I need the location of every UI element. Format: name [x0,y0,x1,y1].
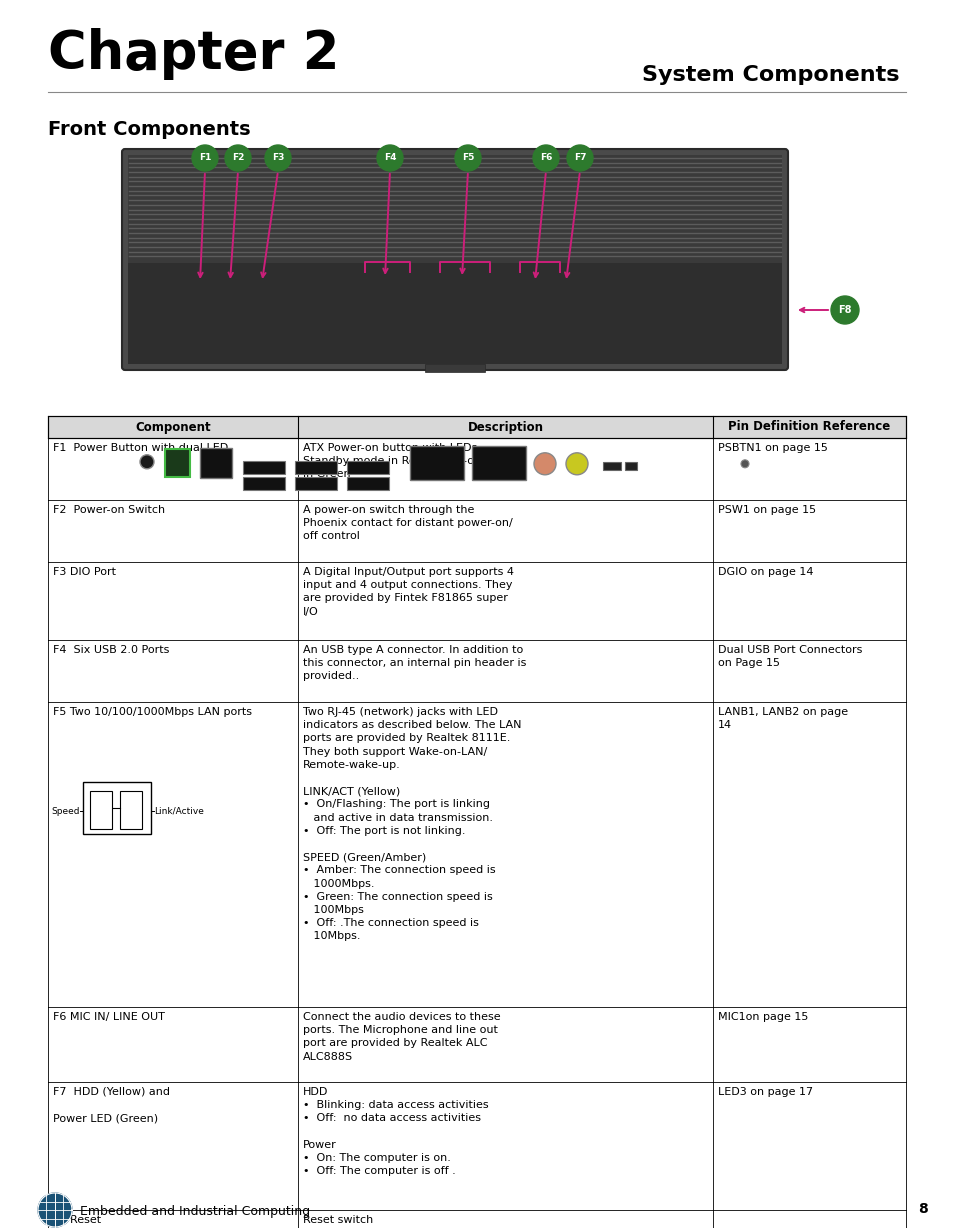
Text: PSBTN1 on page 15: PSBTN1 on page 15 [718,443,827,453]
Bar [120,791,142,829]
Circle shape [566,145,593,171]
Circle shape [455,145,480,171]
Text: F2  Power-on Switch: F2 Power-on Switch [53,505,165,515]
Bar [128,263,781,363]
Bar [128,155,781,263]
Text: A power-on switch through the
Phoenix contact for distant power-on/
off control: A power-on switch through the Phoenix co… [303,505,512,542]
Bar [48,702,905,1007]
Bar [472,446,525,480]
Bar [48,1210,905,1228]
Text: LANB1, LANB2 on page
14: LANB1, LANB2 on page 14 [718,707,847,731]
Circle shape [192,145,218,171]
Text: Chapter 2: Chapter 2 [48,28,339,80]
Text: DGIO on page 14: DGIO on page 14 [718,567,813,577]
Bar [410,446,463,480]
Text: Embedded and Industrial Computing: Embedded and Industrial Computing [80,1205,310,1218]
Text: MIC1on page 15: MIC1on page 15 [718,1012,807,1022]
Circle shape [376,145,402,171]
Text: F8 Reset: F8 Reset [53,1214,101,1226]
Text: An USB type A connector. In addition to
this connector, an internal pin header i: An USB type A connector. In addition to … [303,645,526,682]
Bar [602,462,620,470]
Bar [48,500,905,562]
Text: System Components: System Components [641,65,899,85]
Bar [48,438,905,500]
Text: F5 Two 10/100/1000Mbps LAN ports: F5 Two 10/100/1000Mbps LAN ports [53,707,252,717]
Text: LED3 on page 17: LED3 on page 17 [718,1087,812,1097]
Bar [90,791,112,829]
Circle shape [225,145,251,171]
Text: F4  Six USB 2.0 Ports: F4 Six USB 2.0 Ports [53,645,170,655]
Circle shape [830,296,858,324]
Bar [294,476,336,490]
Bar [347,476,389,490]
Bar [424,363,484,372]
Bar [48,562,905,640]
Circle shape [533,145,558,171]
Text: Dual USB Port Connectors
on Page 15: Dual USB Port Connectors on Page 15 [718,645,862,668]
Text: Reset switch: Reset switch [303,1214,373,1226]
Bar [48,416,905,438]
Text: Pin Definition Reference: Pin Definition Reference [727,420,890,433]
Text: Description: Description [467,420,543,433]
Text: Component: Component [135,420,211,433]
Text: 8: 8 [918,1202,927,1216]
Text: F1: F1 [198,154,211,162]
Bar [243,460,285,474]
Text: Two RJ-45 (network) jacks with LED
indicators as described below. The LAN
ports : Two RJ-45 (network) jacks with LED indic… [303,707,521,942]
Bar [48,640,905,702]
Text: F1  Power Button with dual LED: F1 Power Button with dual LED [53,443,228,453]
Text: A Digital Input/Output port supports 4
input and 4 output connections. They
are : A Digital Input/Output port supports 4 i… [303,567,514,616]
Text: F4: F4 [383,154,395,162]
Text: HDD
•  Blinking: data access activities
•  Off:  no data access activities

Powe: HDD • Blinking: data access activities •… [303,1087,488,1176]
Text: F7  HDD (Yellow) and

Power LED (Green): F7 HDD (Yellow) and Power LED (Green) [53,1087,170,1124]
Circle shape [38,1192,71,1227]
Text: F2: F2 [232,154,244,162]
Text: F5: F5 [461,154,474,162]
Text: F6 MIC IN/ LINE OUT: F6 MIC IN/ LINE OUT [53,1012,165,1022]
Text: ATX Power-on button with LEDs:
Standby mode in Red; Power-on mode
in Green: ATX Power-on button with LEDs: Standby m… [303,443,516,479]
Text: F7: F7 [573,154,586,162]
Text: Front Components: Front Components [48,120,251,139]
Bar [347,460,389,474]
Circle shape [265,145,291,171]
Circle shape [565,453,587,475]
Circle shape [534,453,556,475]
FancyBboxPatch shape [200,448,232,478]
Bar [48,1007,905,1082]
Bar [243,476,285,490]
Text: PSW1 on page 15: PSW1 on page 15 [718,505,815,515]
FancyBboxPatch shape [122,149,787,370]
Bar [294,460,336,474]
Text: F3: F3 [272,154,284,162]
Circle shape [140,454,153,469]
Bar [48,1082,905,1210]
Text: Link/Active: Link/Active [153,807,204,815]
Bar [83,782,151,834]
Text: F3 DIO Port: F3 DIO Port [53,567,116,577]
FancyBboxPatch shape [165,448,190,476]
Text: Connect the audio devices to these
ports. The Microphone and line out
port are p: Connect the audio devices to these ports… [303,1012,500,1061]
Text: F8: F8 [838,305,851,316]
Circle shape [740,459,748,468]
Text: F6: F6 [539,154,552,162]
Bar [624,462,637,470]
Text: Speed: Speed [51,807,80,815]
